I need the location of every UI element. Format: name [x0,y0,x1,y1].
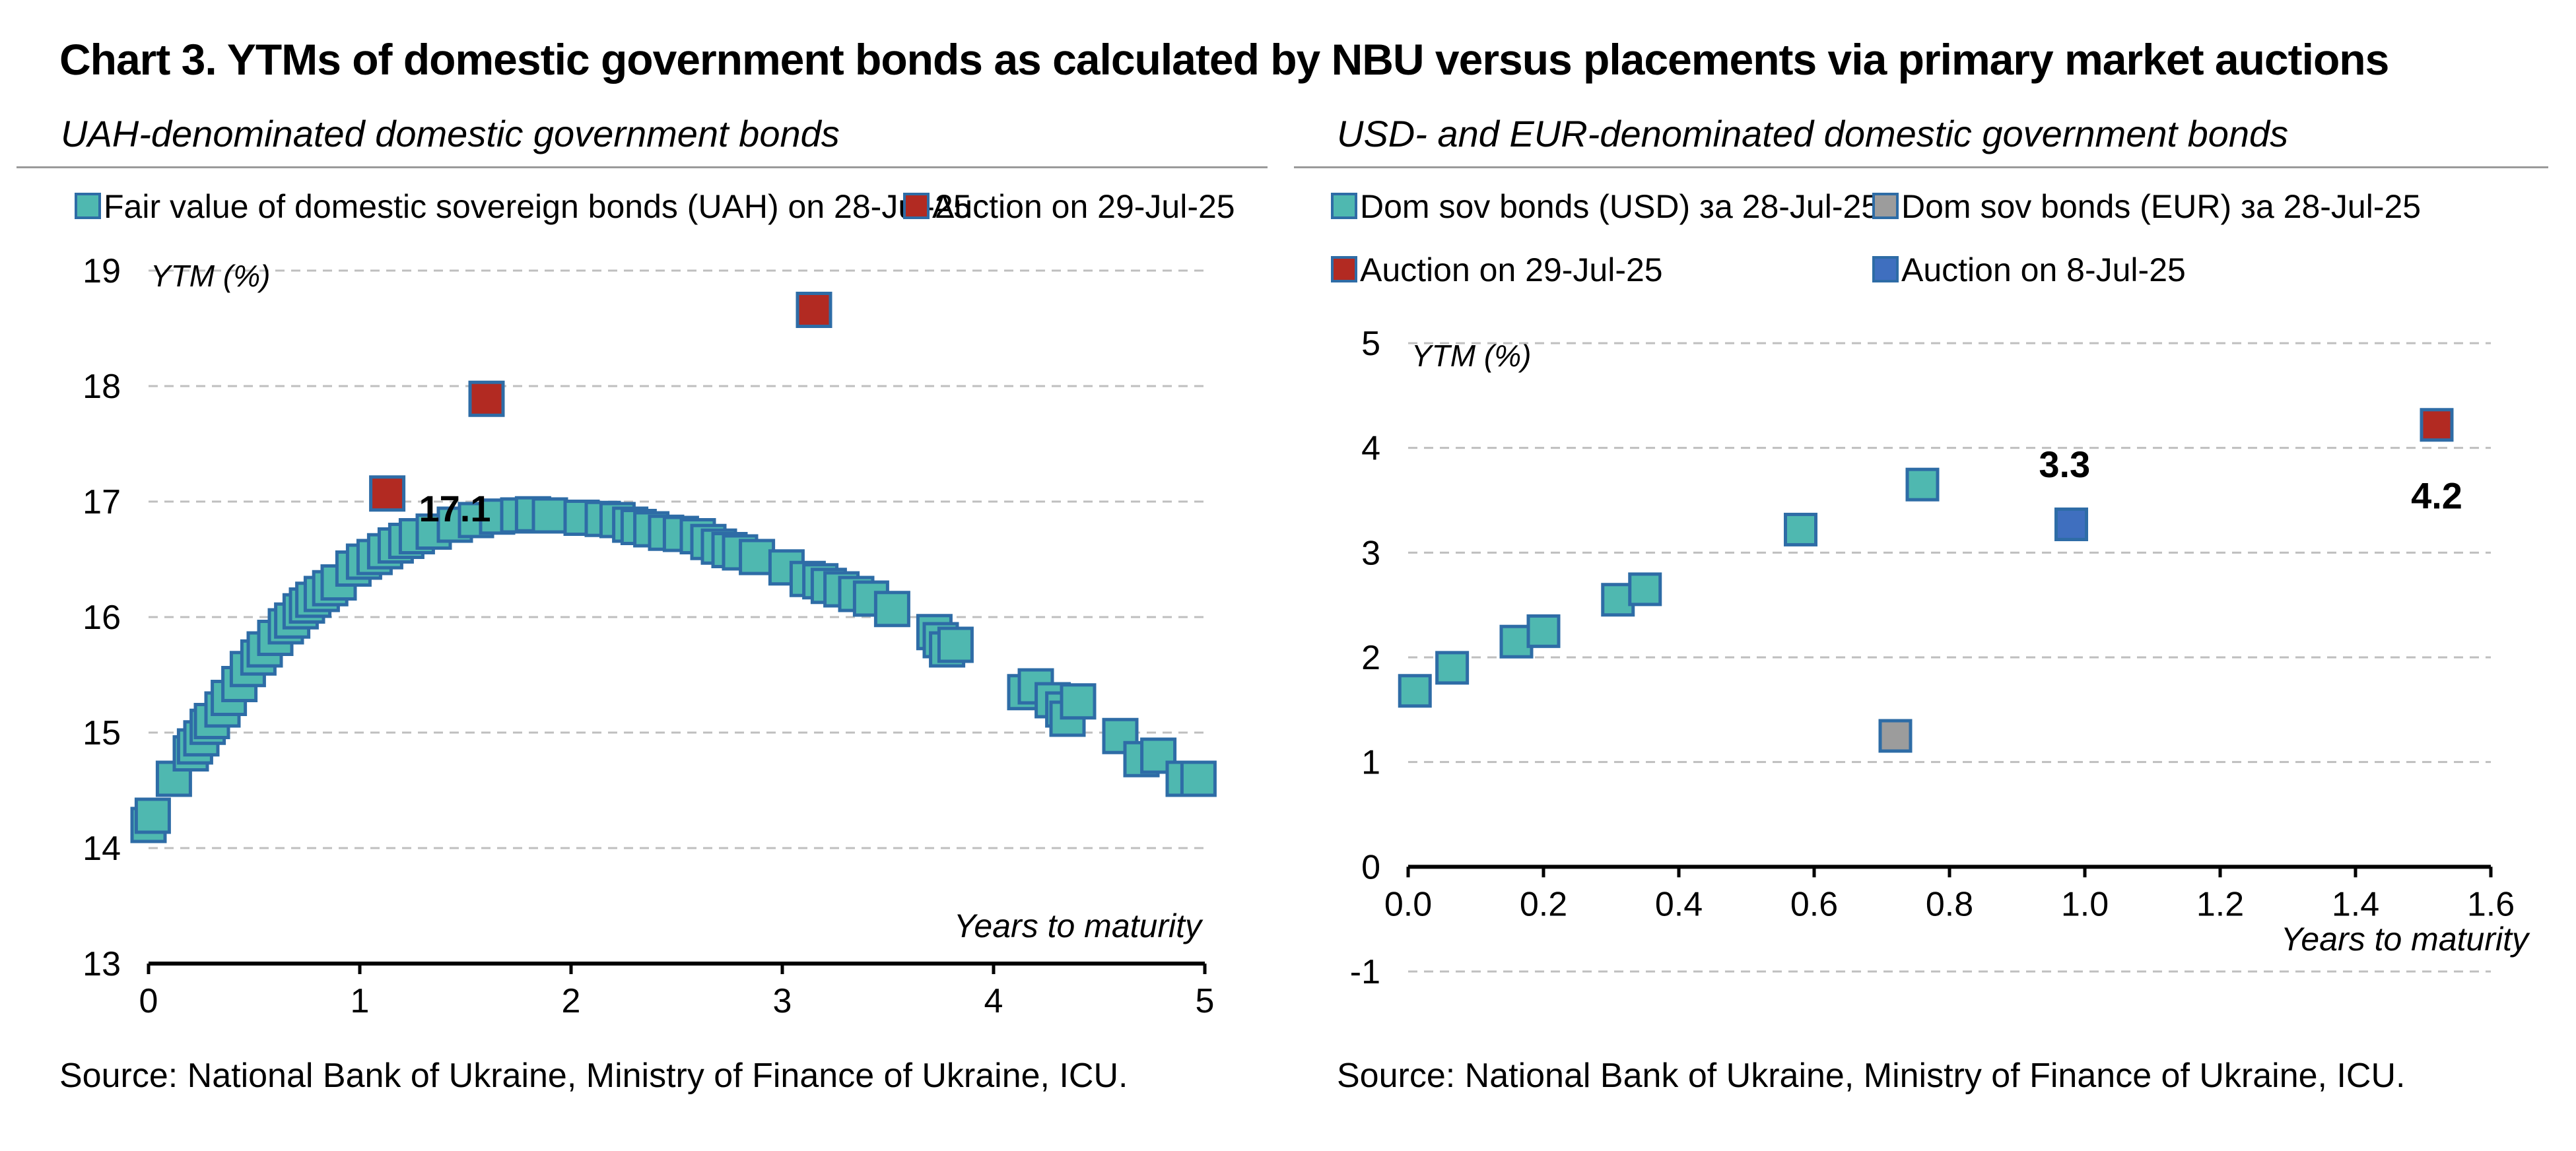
data-point [873,591,910,628]
data-point [369,475,406,512]
y-axis-label: YTM (%) [151,259,270,293]
y-tick-label: 2 [1361,639,1380,677]
left-panel-subtitle: UAH-denominated domestic government bond… [61,113,840,154]
legend-label: Auction on 29-Jul-25 [932,188,1235,225]
legend-item: Auction on 29-Jul-25 [903,188,1235,225]
series-1 [130,496,1217,843]
left-panel-divider [17,166,1268,168]
legend-label: Dom sov bonds (USD) за 28-Jul-25 [1360,188,1880,225]
x-tick-label: 0 [139,982,158,1020]
legend-label: Fair value of domestic sovereign bonds (… [104,188,972,225]
y-tick-label: 14 [83,830,121,868]
data-point [531,497,568,534]
chart-2: -1 0 1 2 3 4 5 0.0 0.2 0.4 0.6 0.8 1.0 1.2 1.4 1.6 YTM (… [1331,188,2530,991]
x-tick-label: 1.4 [2332,885,2379,923]
legend-item: Dom sov bonds (USD) за 28-Jul-25 [1331,188,1880,225]
data-label: 3.3 [2039,444,2090,485]
y-tick-label: -1 [1350,953,1380,991]
data-point [1601,583,1635,617]
x-tick-label: 0.4 [1655,885,1703,923]
series-3 [2420,408,2454,442]
data-point [1060,683,1097,720]
x-tick-label: 0.8 [1926,885,1973,923]
y-tick-label: 16 [83,599,121,637]
right-panel-source: Source: National Bank of Ukraine, Minist… [1337,1057,2406,1095]
data-point [1435,651,1470,685]
data-point [1398,674,1432,708]
legend-marker [903,193,930,219]
y-tick-label: 4 [1361,430,1380,468]
legend-item: Fair value of domestic sovereign bonds (… [75,188,972,225]
series-4 [2054,507,2088,541]
x-tick-label: 2 [562,982,581,1020]
x-axis-label: Years to maturity [954,907,1203,944]
right-panel-divider [1294,166,2548,168]
data-point [2054,507,2088,541]
legend-marker [75,193,101,219]
data-point [937,626,974,663]
y-tick-label: 5 [1361,325,1380,363]
data-point [1784,512,1817,546]
legend-label: Auction on 8-Jul-25 [1901,251,2186,288]
data-point [134,797,171,834]
left-panel-source: Source: National Bank of Ukraine, Minist… [59,1057,1128,1095]
series-2 [369,292,832,512]
y-tick-label: 1 [1361,744,1380,782]
x-tick-label: 0.0 [1384,885,1432,923]
x-tick-label: 1 [351,982,370,1020]
y-tick-label: 15 [83,714,121,752]
legend-marker [1872,193,1899,219]
chart-title: Chart 3. YTMs of domestic government bon… [59,35,2389,84]
data-point [1878,719,1913,753]
series-1 [1398,467,1940,708]
right-panel-subtitle: USD- and EUR-denominated domestic govern… [1337,113,2289,154]
x-tick-label: 4 [984,982,1003,1020]
x-tick-label: 5 [1196,982,1215,1020]
x-tick-label: 1.6 [2467,885,2515,923]
legend-label: Dom sov bonds (EUR) за 28-Jul-25 [1901,188,2421,225]
data-point [1499,624,1534,659]
data-point [468,380,505,417]
data-point [2420,408,2454,442]
data-point [796,292,832,328]
data-point [1628,572,1662,607]
y-axis-label: YTM (%) [1411,339,1531,373]
data-point [1905,467,1940,502]
y-tick-label: 17 [83,483,121,521]
y-tick-label: 19 [83,252,121,290]
data-label: 4.2 [2411,475,2462,517]
x-tick-label: 3 [773,982,792,1020]
data-point [1180,760,1217,797]
y-tick-label: 18 [83,368,121,406]
legend-marker [1331,256,1357,282]
legend-label: Auction on 29-Jul-25 [1360,251,1663,288]
y-tick-label: 0 [1361,848,1380,886]
y-tick-label: 13 [83,945,121,983]
data-point [1526,614,1561,648]
legend-item: Auction on 8-Jul-25 [1872,251,2186,288]
x-tick-label: 0.2 [1520,885,1567,923]
x-tick-label: 0.6 [1790,885,1838,923]
x-tick-label: 1.2 [2196,885,2244,923]
x-axis-label: Years to maturity [2281,921,2530,958]
y-tick-label: 3 [1361,534,1380,572]
data-label: 17.1 [419,488,491,529]
x-tick-label: 1.0 [2061,885,2109,923]
legend-item: Auction on 29-Jul-25 [1331,251,1663,288]
series-2 [1878,719,1913,753]
legend-item: Dom sov bonds (EUR) за 28-Jul-25 [1872,188,2421,225]
legend-marker [1872,256,1899,282]
chart-1: 13 14 15 16 17 18 19 0 1 2 3 4 5 YTM (%) Years to matu… [75,188,1235,1020]
data-point [1102,717,1139,754]
legend-marker [1331,193,1357,219]
